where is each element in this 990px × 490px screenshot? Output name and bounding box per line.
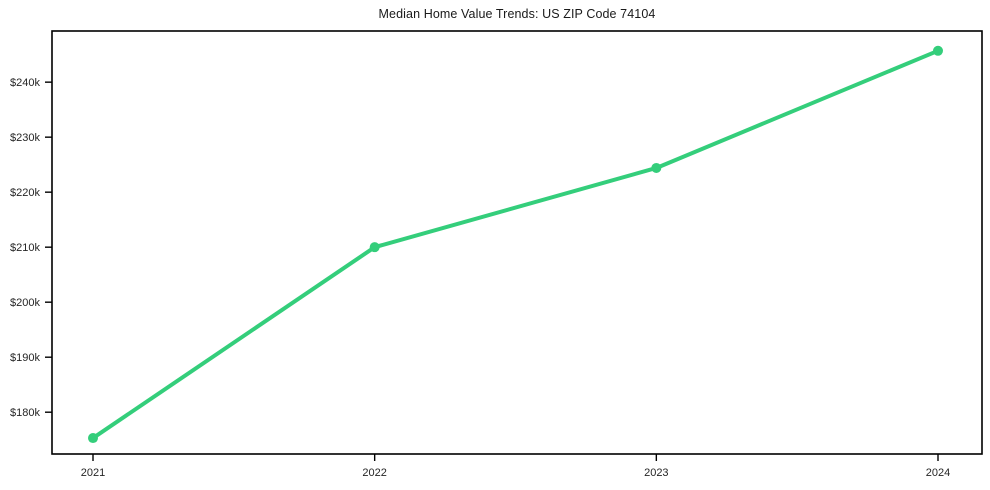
x-tick-label: 2023 xyxy=(644,467,668,479)
y-tick-label: $210k xyxy=(10,242,40,254)
y-tick-label: $180k xyxy=(10,407,40,419)
plot-border xyxy=(51,30,983,455)
data-point-marker xyxy=(651,162,662,173)
data-point-marker xyxy=(369,242,380,253)
y-tick-label: $190k xyxy=(10,352,40,364)
x-tick-label: 2024 xyxy=(926,467,950,479)
data-point-marker xyxy=(933,45,943,56)
y-tick-label: $200k xyxy=(10,297,40,309)
x-tick-label: 2021 xyxy=(81,467,105,479)
trend-line xyxy=(91,48,940,441)
y-tick-label: $230k xyxy=(10,132,40,144)
x-tick-label: 2022 xyxy=(362,467,386,479)
y-tick-label: $240k xyxy=(10,77,40,89)
data-point-marker xyxy=(88,433,98,444)
y-tick-label: $220k xyxy=(10,187,40,199)
chart-title: Median Home Value Trends: US ZIP Code 74… xyxy=(378,7,656,21)
